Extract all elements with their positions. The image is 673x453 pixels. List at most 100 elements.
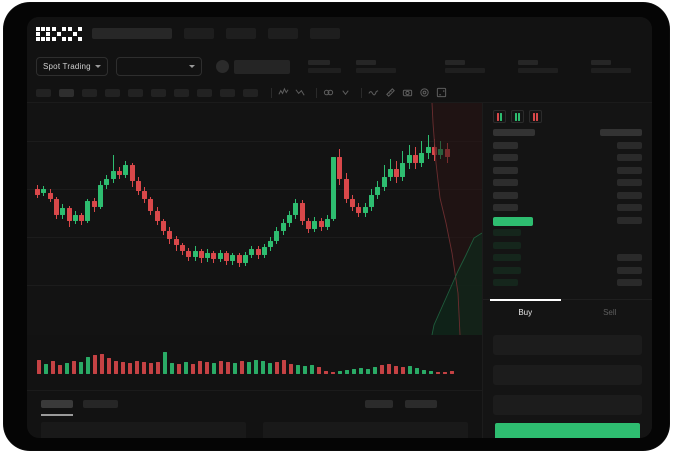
tab-sell[interactable]: Sell xyxy=(568,300,653,325)
volume-bar xyxy=(352,369,356,374)
settings-gear-icon[interactable] xyxy=(418,86,431,99)
orders-panel xyxy=(27,390,482,438)
volume-bar xyxy=(79,362,83,374)
volume-bar xyxy=(366,369,370,374)
volume-bar xyxy=(261,361,265,374)
volume-bar xyxy=(240,361,244,374)
orderbook-row[interactable] xyxy=(493,166,518,174)
orderbook-mode-asks[interactable] xyxy=(529,110,542,123)
nav-item-1[interactable] xyxy=(184,28,214,39)
okx-logo-icon[interactable] xyxy=(36,26,82,41)
volume-bar xyxy=(268,363,272,374)
orderbook-row-value xyxy=(617,266,642,274)
depth-chart-overlay xyxy=(431,103,482,335)
tab-sell-label: Sell xyxy=(603,308,617,317)
timeframe-btn-8[interactable] xyxy=(197,88,212,97)
orderbook-row-value xyxy=(600,129,642,136)
volume-bar xyxy=(254,360,258,374)
orderbook-row[interactable] xyxy=(493,191,518,199)
volume-bar xyxy=(149,363,153,374)
orderbook-row[interactable] xyxy=(493,129,535,136)
orderbook-row[interactable] xyxy=(493,154,518,161)
fullscreen-icon[interactable] xyxy=(435,86,448,99)
volume-bar xyxy=(37,360,41,374)
nav-item-4[interactable] xyxy=(310,28,340,39)
orderbook-mode-both[interactable] xyxy=(493,110,506,123)
volume-bar xyxy=(408,366,412,374)
orders-panel-left xyxy=(41,422,246,438)
orderbook-row[interactable] xyxy=(493,266,521,274)
stat-24h-change xyxy=(355,60,396,73)
order-amount-field[interactable] xyxy=(493,395,642,415)
volume-bar xyxy=(394,366,398,374)
volume-bar xyxy=(198,361,202,374)
buy-sell-tabs: Buy Sell xyxy=(483,299,652,325)
timeframe-btn-10[interactable] xyxy=(243,88,258,97)
volume-bar xyxy=(51,361,55,374)
market-type-selector[interactable]: Spot Trading xyxy=(36,57,108,76)
orderbook-row[interactable] xyxy=(493,229,521,236)
orderbook-row[interactable] xyxy=(493,179,518,186)
volume-bar xyxy=(317,367,321,374)
logo-glyph-o xyxy=(36,26,50,41)
timeframe-btn-3[interactable] xyxy=(82,88,97,97)
volume-bar xyxy=(338,371,342,374)
tab-buy[interactable]: Buy xyxy=(483,299,568,325)
indicators-icon[interactable] xyxy=(277,86,290,99)
bottom-action-2[interactable] xyxy=(405,400,437,408)
nav-search[interactable] xyxy=(92,28,172,39)
ruler-icon[interactable] xyxy=(384,86,397,99)
orderbook-row-value xyxy=(617,204,642,211)
bottom-action-1[interactable] xyxy=(365,400,393,408)
timeframe-btn-7[interactable] xyxy=(174,88,189,97)
tab-open-orders[interactable] xyxy=(41,400,73,408)
volume-bar xyxy=(219,361,223,374)
place-buy-order-button[interactable] xyxy=(495,423,640,438)
stat-24h-high xyxy=(444,60,485,73)
line-chart-icon[interactable] xyxy=(367,86,380,99)
nav-item-2[interactable] xyxy=(226,28,256,39)
orderbook-row[interactable] xyxy=(493,279,518,286)
compare-icon[interactable] xyxy=(322,86,335,99)
volume-bar xyxy=(422,370,426,374)
price-chart[interactable] xyxy=(27,103,482,335)
volume-bar xyxy=(359,368,363,374)
more-chevron-icon[interactable] xyxy=(339,86,352,99)
chart-type-icon[interactable] xyxy=(294,86,307,99)
trading-pair-selector[interactable] xyxy=(115,57,202,76)
timeframe-btn-2[interactable] xyxy=(59,88,74,97)
order-price-field[interactable] xyxy=(493,365,642,385)
market-subheader: Spot Trading xyxy=(27,50,652,83)
candlestick-series xyxy=(35,103,455,335)
volume-bar xyxy=(205,362,209,374)
orderbook-row[interactable] xyxy=(493,254,521,261)
volume-bar xyxy=(450,371,454,374)
chart-gridline xyxy=(27,285,482,286)
volume-bar xyxy=(289,364,293,374)
timeframe-btn-1[interactable] xyxy=(36,88,51,97)
orderbook-row[interactable] xyxy=(493,204,518,211)
nav-item-3[interactable] xyxy=(268,28,298,39)
market-type-label: Spot Trading xyxy=(43,62,91,71)
timeframe-btn-5[interactable] xyxy=(128,88,143,97)
tab-order-history[interactable] xyxy=(83,400,118,408)
timeframe-btn-4[interactable] xyxy=(105,88,120,97)
orderbook-spread-row[interactable] xyxy=(493,216,533,226)
orderbook-row-value xyxy=(617,191,642,199)
orderbook-row[interactable] xyxy=(493,141,518,149)
orderbook-row[interactable] xyxy=(493,241,521,249)
orderbook-mode-bids[interactable] xyxy=(511,110,524,123)
stat-24h-low xyxy=(517,60,558,73)
chevron-down-icon xyxy=(94,65,101,68)
timeframe-btn-6[interactable] xyxy=(151,88,166,97)
app-header xyxy=(27,17,652,50)
timeframe-btn-9[interactable] xyxy=(220,88,235,97)
volume-bar xyxy=(247,362,251,374)
volume-bar xyxy=(135,361,139,374)
orderbook-rows[interactable] xyxy=(483,129,652,296)
camera-icon[interactable] xyxy=(401,86,414,99)
volume-bar xyxy=(345,370,349,374)
volume-bar xyxy=(443,372,447,374)
volume-bar xyxy=(233,363,237,374)
order-type-field[interactable] xyxy=(493,335,642,355)
